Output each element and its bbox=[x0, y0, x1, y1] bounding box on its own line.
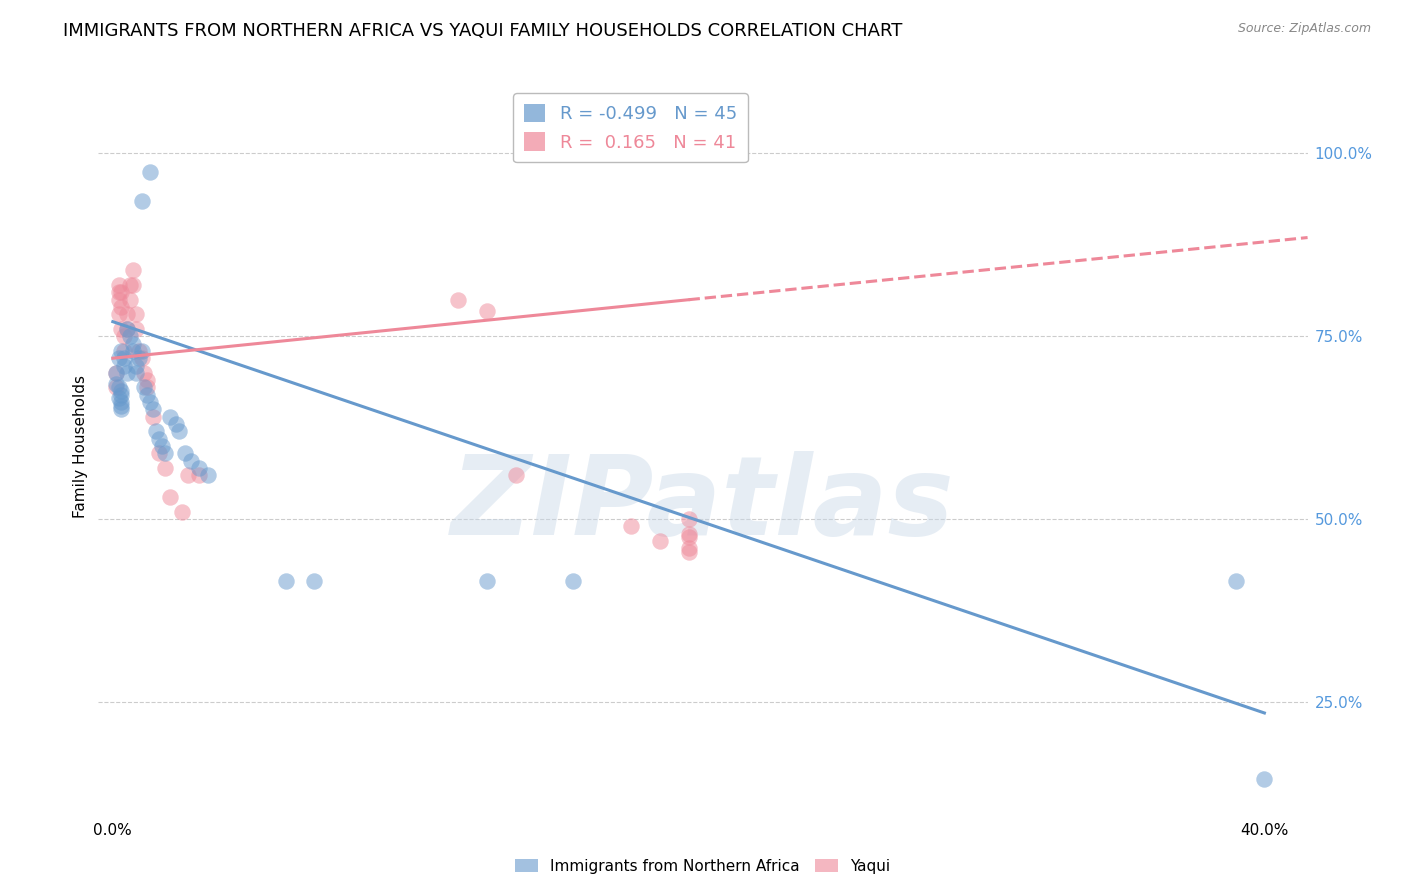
Point bbox=[131, 343, 153, 358]
Point bbox=[115, 322, 138, 336]
Point bbox=[678, 545, 700, 559]
Point bbox=[153, 461, 176, 475]
Point bbox=[110, 402, 132, 417]
Point bbox=[122, 278, 145, 293]
Point bbox=[120, 278, 142, 293]
Point bbox=[188, 461, 211, 475]
Point bbox=[110, 388, 132, 402]
Point bbox=[104, 376, 127, 391]
Point bbox=[159, 490, 181, 504]
Point bbox=[122, 343, 145, 358]
Point bbox=[447, 293, 470, 307]
Point bbox=[678, 541, 700, 556]
Point bbox=[678, 530, 700, 544]
Point bbox=[176, 468, 198, 483]
Point bbox=[136, 380, 159, 394]
Point bbox=[107, 278, 129, 293]
Point bbox=[112, 351, 135, 366]
Y-axis label: Family Households: Family Households bbox=[73, 375, 89, 517]
Point bbox=[125, 359, 148, 373]
Point bbox=[180, 453, 202, 467]
Point bbox=[110, 384, 132, 398]
Point bbox=[165, 417, 187, 431]
Legend: R = -0.499   N = 45, R =  0.165   N = 41: R = -0.499 N = 45, R = 0.165 N = 41 bbox=[513, 93, 748, 162]
Point bbox=[153, 446, 176, 460]
Point bbox=[122, 263, 145, 277]
Point bbox=[139, 395, 162, 409]
Point bbox=[110, 322, 132, 336]
Point bbox=[104, 366, 127, 380]
Point bbox=[107, 392, 129, 406]
Point bbox=[107, 351, 129, 366]
Point bbox=[173, 446, 195, 460]
Point bbox=[167, 425, 190, 439]
Point bbox=[188, 468, 211, 483]
Point bbox=[678, 526, 700, 541]
Point bbox=[110, 285, 132, 300]
Point bbox=[648, 534, 671, 549]
Point bbox=[110, 395, 132, 409]
Text: Source: ZipAtlas.com: Source: ZipAtlas.com bbox=[1237, 22, 1371, 36]
Point bbox=[145, 425, 167, 439]
Text: ZIPatlas: ZIPatlas bbox=[451, 451, 955, 558]
Point bbox=[115, 307, 138, 321]
Point bbox=[148, 432, 170, 446]
Point bbox=[125, 322, 148, 336]
Point bbox=[110, 399, 132, 413]
Point bbox=[112, 359, 135, 373]
Point bbox=[112, 329, 135, 343]
Point bbox=[112, 343, 135, 358]
Point bbox=[197, 468, 219, 483]
Point bbox=[115, 322, 138, 336]
Point bbox=[142, 409, 165, 424]
Point bbox=[110, 300, 132, 314]
Point bbox=[107, 285, 129, 300]
Point bbox=[125, 307, 148, 321]
Point bbox=[128, 351, 150, 366]
Point bbox=[115, 366, 138, 380]
Point bbox=[1225, 574, 1247, 589]
Point bbox=[107, 380, 129, 394]
Point bbox=[148, 446, 170, 460]
Point bbox=[562, 574, 585, 589]
Point bbox=[139, 164, 162, 178]
Point bbox=[134, 366, 156, 380]
Point bbox=[1253, 772, 1275, 786]
Point bbox=[120, 329, 142, 343]
Point bbox=[136, 373, 159, 387]
Point bbox=[620, 519, 643, 533]
Point bbox=[131, 194, 153, 208]
Point bbox=[475, 574, 498, 589]
Point bbox=[142, 402, 165, 417]
Point bbox=[120, 293, 142, 307]
Point bbox=[131, 351, 153, 366]
Text: IMMIGRANTS FROM NORTHERN AFRICA VS YAQUI FAMILY HOUSEHOLDS CORRELATION CHART: IMMIGRANTS FROM NORTHERN AFRICA VS YAQUI… bbox=[63, 22, 903, 40]
Point bbox=[505, 468, 527, 483]
Point bbox=[136, 388, 159, 402]
Legend: Immigrants from Northern Africa, Yaqui: Immigrants from Northern Africa, Yaqui bbox=[509, 853, 897, 880]
Point bbox=[134, 380, 156, 394]
Point bbox=[475, 303, 498, 318]
Point bbox=[170, 505, 193, 519]
Point bbox=[128, 343, 150, 358]
Point bbox=[104, 366, 127, 380]
Point bbox=[150, 439, 173, 453]
Point bbox=[274, 574, 297, 589]
Point bbox=[107, 293, 129, 307]
Point bbox=[122, 336, 145, 351]
Point bbox=[107, 307, 129, 321]
Point bbox=[104, 380, 127, 394]
Point bbox=[125, 366, 148, 380]
Point bbox=[110, 343, 132, 358]
Point bbox=[678, 512, 700, 526]
Point bbox=[159, 409, 181, 424]
Point bbox=[304, 574, 326, 589]
